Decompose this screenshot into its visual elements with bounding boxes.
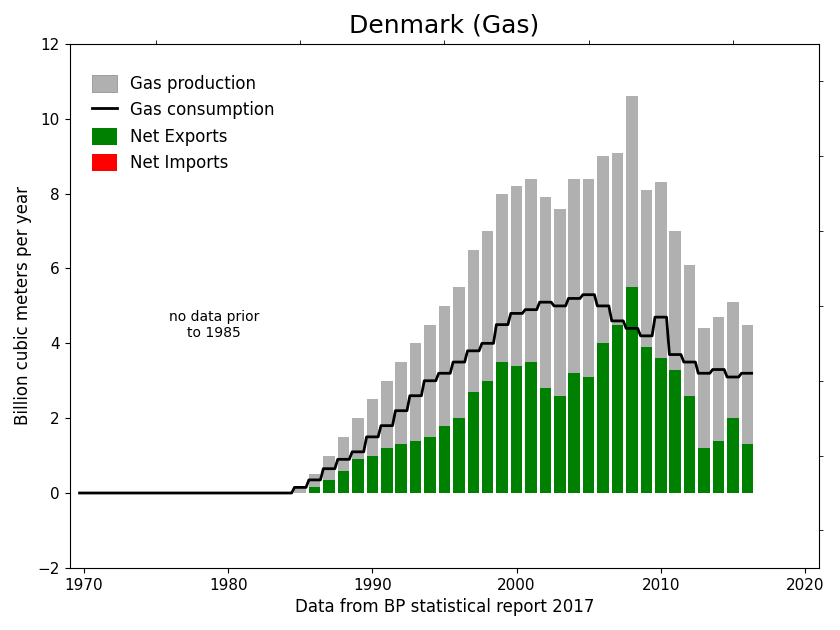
Bar <box>727 302 738 493</box>
Bar <box>338 437 349 493</box>
Bar <box>323 455 335 493</box>
Bar <box>684 265 696 493</box>
Bar <box>597 156 609 493</box>
Bar <box>366 399 378 493</box>
Bar <box>381 448 392 493</box>
Bar <box>597 343 609 493</box>
Bar <box>511 186 522 493</box>
Bar <box>352 418 364 493</box>
Bar <box>569 179 580 493</box>
Bar <box>438 306 450 493</box>
Bar <box>612 152 623 493</box>
Bar <box>583 377 595 493</box>
Bar <box>424 437 436 493</box>
Bar <box>684 396 696 493</box>
Bar <box>366 455 378 493</box>
Bar <box>323 480 335 493</box>
Bar <box>482 231 493 493</box>
Bar <box>352 459 364 493</box>
Bar <box>742 444 753 493</box>
Bar <box>612 324 623 493</box>
Bar <box>655 358 666 493</box>
Bar <box>468 392 479 493</box>
Bar <box>698 328 710 493</box>
Bar <box>525 179 537 493</box>
Bar <box>309 474 320 493</box>
Bar <box>727 418 738 493</box>
Bar <box>742 324 753 493</box>
Bar <box>482 381 493 493</box>
Bar <box>453 418 465 493</box>
Bar <box>583 179 595 493</box>
Bar <box>554 396 565 493</box>
Bar <box>424 324 436 493</box>
Bar <box>496 193 508 493</box>
Bar <box>396 444 407 493</box>
X-axis label: Data from BP statistical report 2017: Data from BP statistical report 2017 <box>295 598 594 616</box>
Bar <box>410 343 422 493</box>
Bar <box>410 440 422 493</box>
Bar <box>295 486 306 493</box>
Text: no data prior
to 1985: no data prior to 1985 <box>169 309 259 340</box>
Bar <box>525 362 537 493</box>
Bar <box>468 249 479 493</box>
Bar <box>396 362 407 493</box>
Bar <box>569 373 580 493</box>
Bar <box>453 287 465 493</box>
Bar <box>626 287 638 493</box>
Bar <box>641 347 652 493</box>
Bar <box>381 381 392 493</box>
Bar <box>712 440 724 493</box>
Bar <box>539 197 551 493</box>
Bar <box>641 190 652 493</box>
Bar <box>626 96 638 493</box>
Title: Denmark (Gas): Denmark (Gas) <box>349 14 539 38</box>
Bar <box>669 231 681 493</box>
Bar <box>496 362 508 493</box>
Bar <box>438 426 450 493</box>
Bar <box>539 388 551 493</box>
Legend: Gas production, Gas consumption, Net Exports, Net Imports: Gas production, Gas consumption, Net Exp… <box>86 68 281 179</box>
Bar <box>338 471 349 493</box>
Bar <box>655 183 666 493</box>
Bar <box>698 448 710 493</box>
Y-axis label: Billion cubic meters per year: Billion cubic meters per year <box>14 186 32 425</box>
Bar <box>712 317 724 493</box>
Bar <box>511 366 522 493</box>
Bar <box>669 370 681 493</box>
Bar <box>554 209 565 493</box>
Bar <box>309 488 320 493</box>
